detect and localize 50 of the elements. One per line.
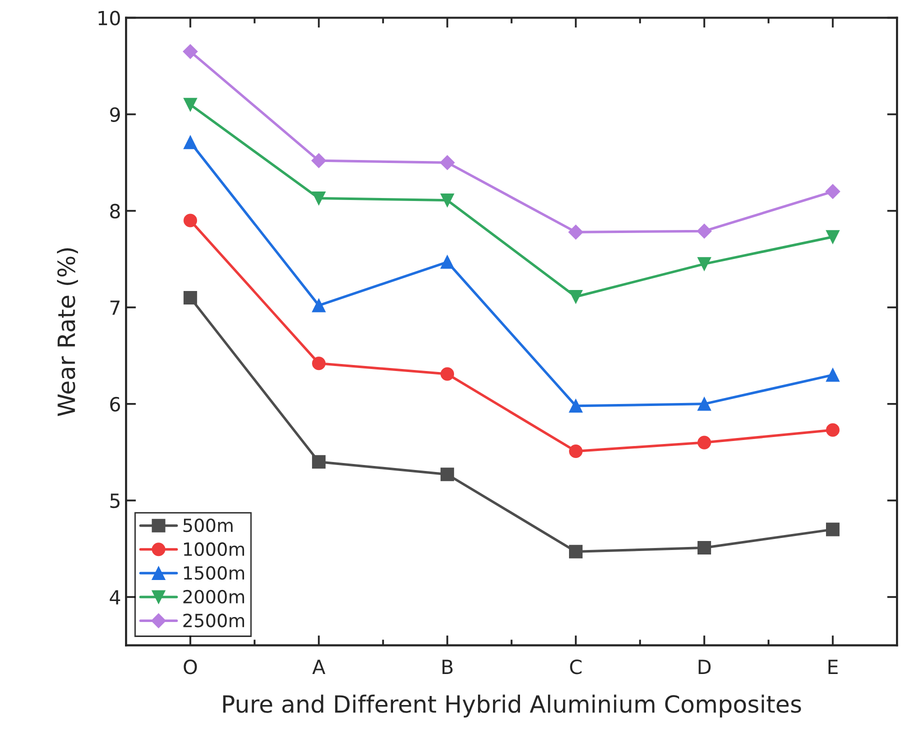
x-tick-label: B: [442, 660, 453, 674]
y-axis-title: Wear Rate (%): [56, 248, 78, 416]
x-tick-label: O: [184, 660, 197, 674]
point: [568, 224, 584, 240]
point: [569, 399, 583, 413]
point: [440, 367, 454, 381]
point: [184, 98, 198, 112]
point: [569, 290, 583, 304]
x-tick-label: A: [312, 660, 326, 674]
point: [311, 153, 326, 168]
legend-label: 500m: [183, 518, 233, 532]
x-tick-label: E: [828, 660, 838, 674]
legend-label: 1000m: [184, 542, 244, 556]
legend-label: 1500m: [184, 566, 244, 580]
y-tick-label: 5: [110, 494, 120, 508]
point: [440, 255, 454, 269]
point: [569, 544, 583, 558]
x-tick-label: C: [570, 660, 582, 674]
point: [184, 136, 198, 150]
legend-label: 2000m: [183, 590, 244, 604]
y-tick-label: 10: [98, 10, 120, 26]
point: [569, 444, 583, 458]
point: [184, 290, 198, 304]
point: [698, 436, 712, 450]
point: [440, 155, 455, 170]
point: [696, 224, 712, 239]
point: [312, 356, 326, 370]
y-tick-label: 9: [110, 107, 120, 122]
point: [312, 192, 326, 206]
point: [312, 298, 326, 312]
point: [182, 44, 198, 59]
point: [698, 541, 712, 555]
point: [312, 455, 326, 469]
x-axis-title: Pure and Different Hybrid Aluminium Composites: [223, 694, 802, 718]
y-tick-label: 4: [110, 590, 120, 604]
y-tick-label: 7: [110, 300, 120, 315]
point: [825, 184, 840, 199]
point: [184, 214, 198, 228]
x-tick-label: D: [698, 660, 711, 674]
point: [826, 230, 840, 244]
y-tick-label: 6: [110, 396, 120, 412]
point: [440, 468, 454, 482]
point: [826, 522, 840, 536]
point: [826, 423, 840, 437]
legend-label: 2500m: [183, 614, 244, 628]
point: [826, 368, 840, 382]
point: [698, 397, 712, 411]
point: [440, 193, 454, 207]
y-tick-label: 8: [110, 204, 120, 219]
point: [698, 257, 712, 271]
